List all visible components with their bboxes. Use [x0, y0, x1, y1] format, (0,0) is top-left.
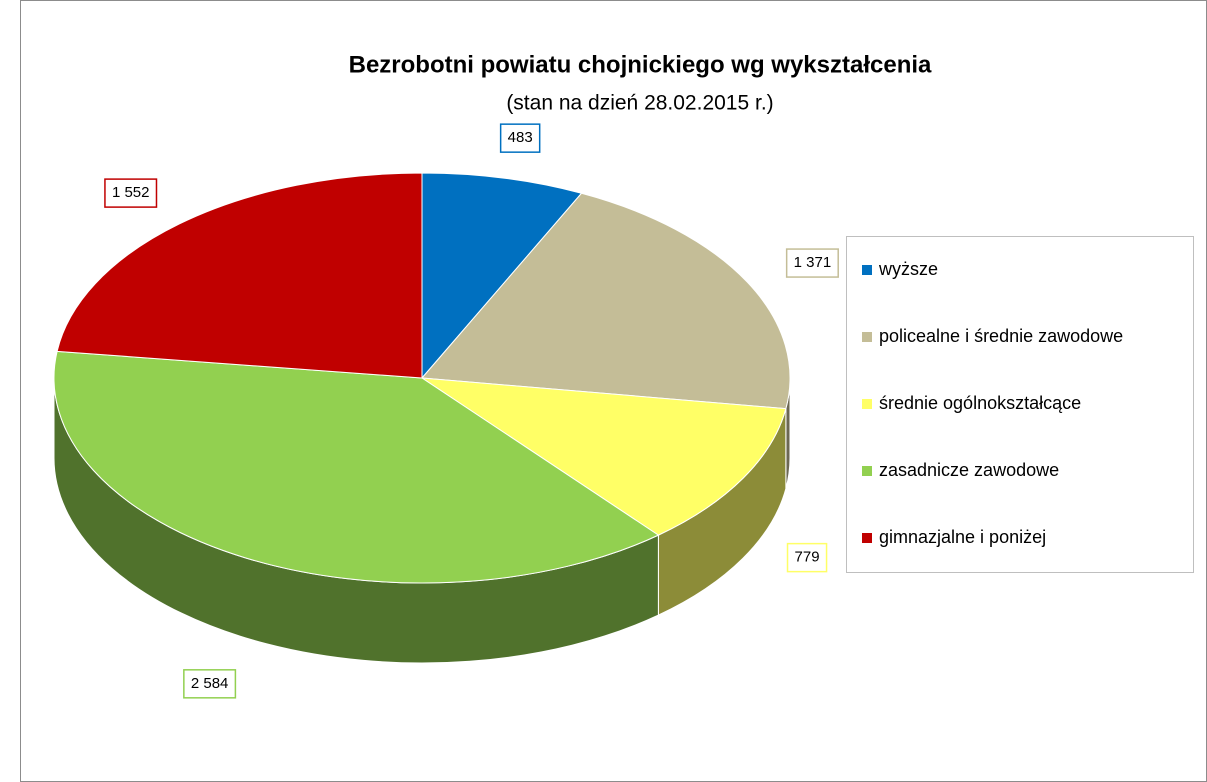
legend-label: wyższe — [878, 259, 938, 279]
chart-title: Bezrobotni powiatu chojnickiego wg wyksz… — [349, 51, 932, 78]
legend-label: policealne i średnie zawodowe — [879, 326, 1123, 346]
data-label: 1 552 — [112, 184, 150, 201]
data-label-box — [786, 542, 828, 573]
legend-swatch — [862, 265, 872, 275]
legend-label: zasadnicze zawodowe — [879, 460, 1059, 480]
legend-swatch — [862, 399, 872, 409]
legend-swatch — [862, 466, 872, 476]
data-label-box — [183, 669, 237, 699]
data-label-box — [785, 248, 839, 278]
legend-label: średnie ogólnokształcące — [879, 393, 1081, 413]
pie-slice — [53, 350, 660, 584]
legend-swatch — [862, 332, 872, 342]
data-label: 483 — [508, 129, 533, 146]
data-label-box — [499, 123, 541, 153]
legend-label: gimnazjalne i poniżej — [879, 527, 1046, 547]
legend-box — [846, 236, 1194, 573]
data-label: 2 584 — [191, 675, 229, 692]
chart-subtitle: (stan na dzień 28.02.2015 r.) — [506, 92, 773, 115]
pie-slice — [420, 192, 791, 410]
pie-slice — [56, 172, 423, 379]
pie-slice — [421, 172, 583, 380]
data-label: 1 371 — [794, 254, 832, 271]
legend-swatch — [862, 533, 872, 543]
data-label: 779 — [795, 549, 820, 566]
data-label-box — [104, 178, 158, 208]
pie-slice — [421, 377, 787, 536]
